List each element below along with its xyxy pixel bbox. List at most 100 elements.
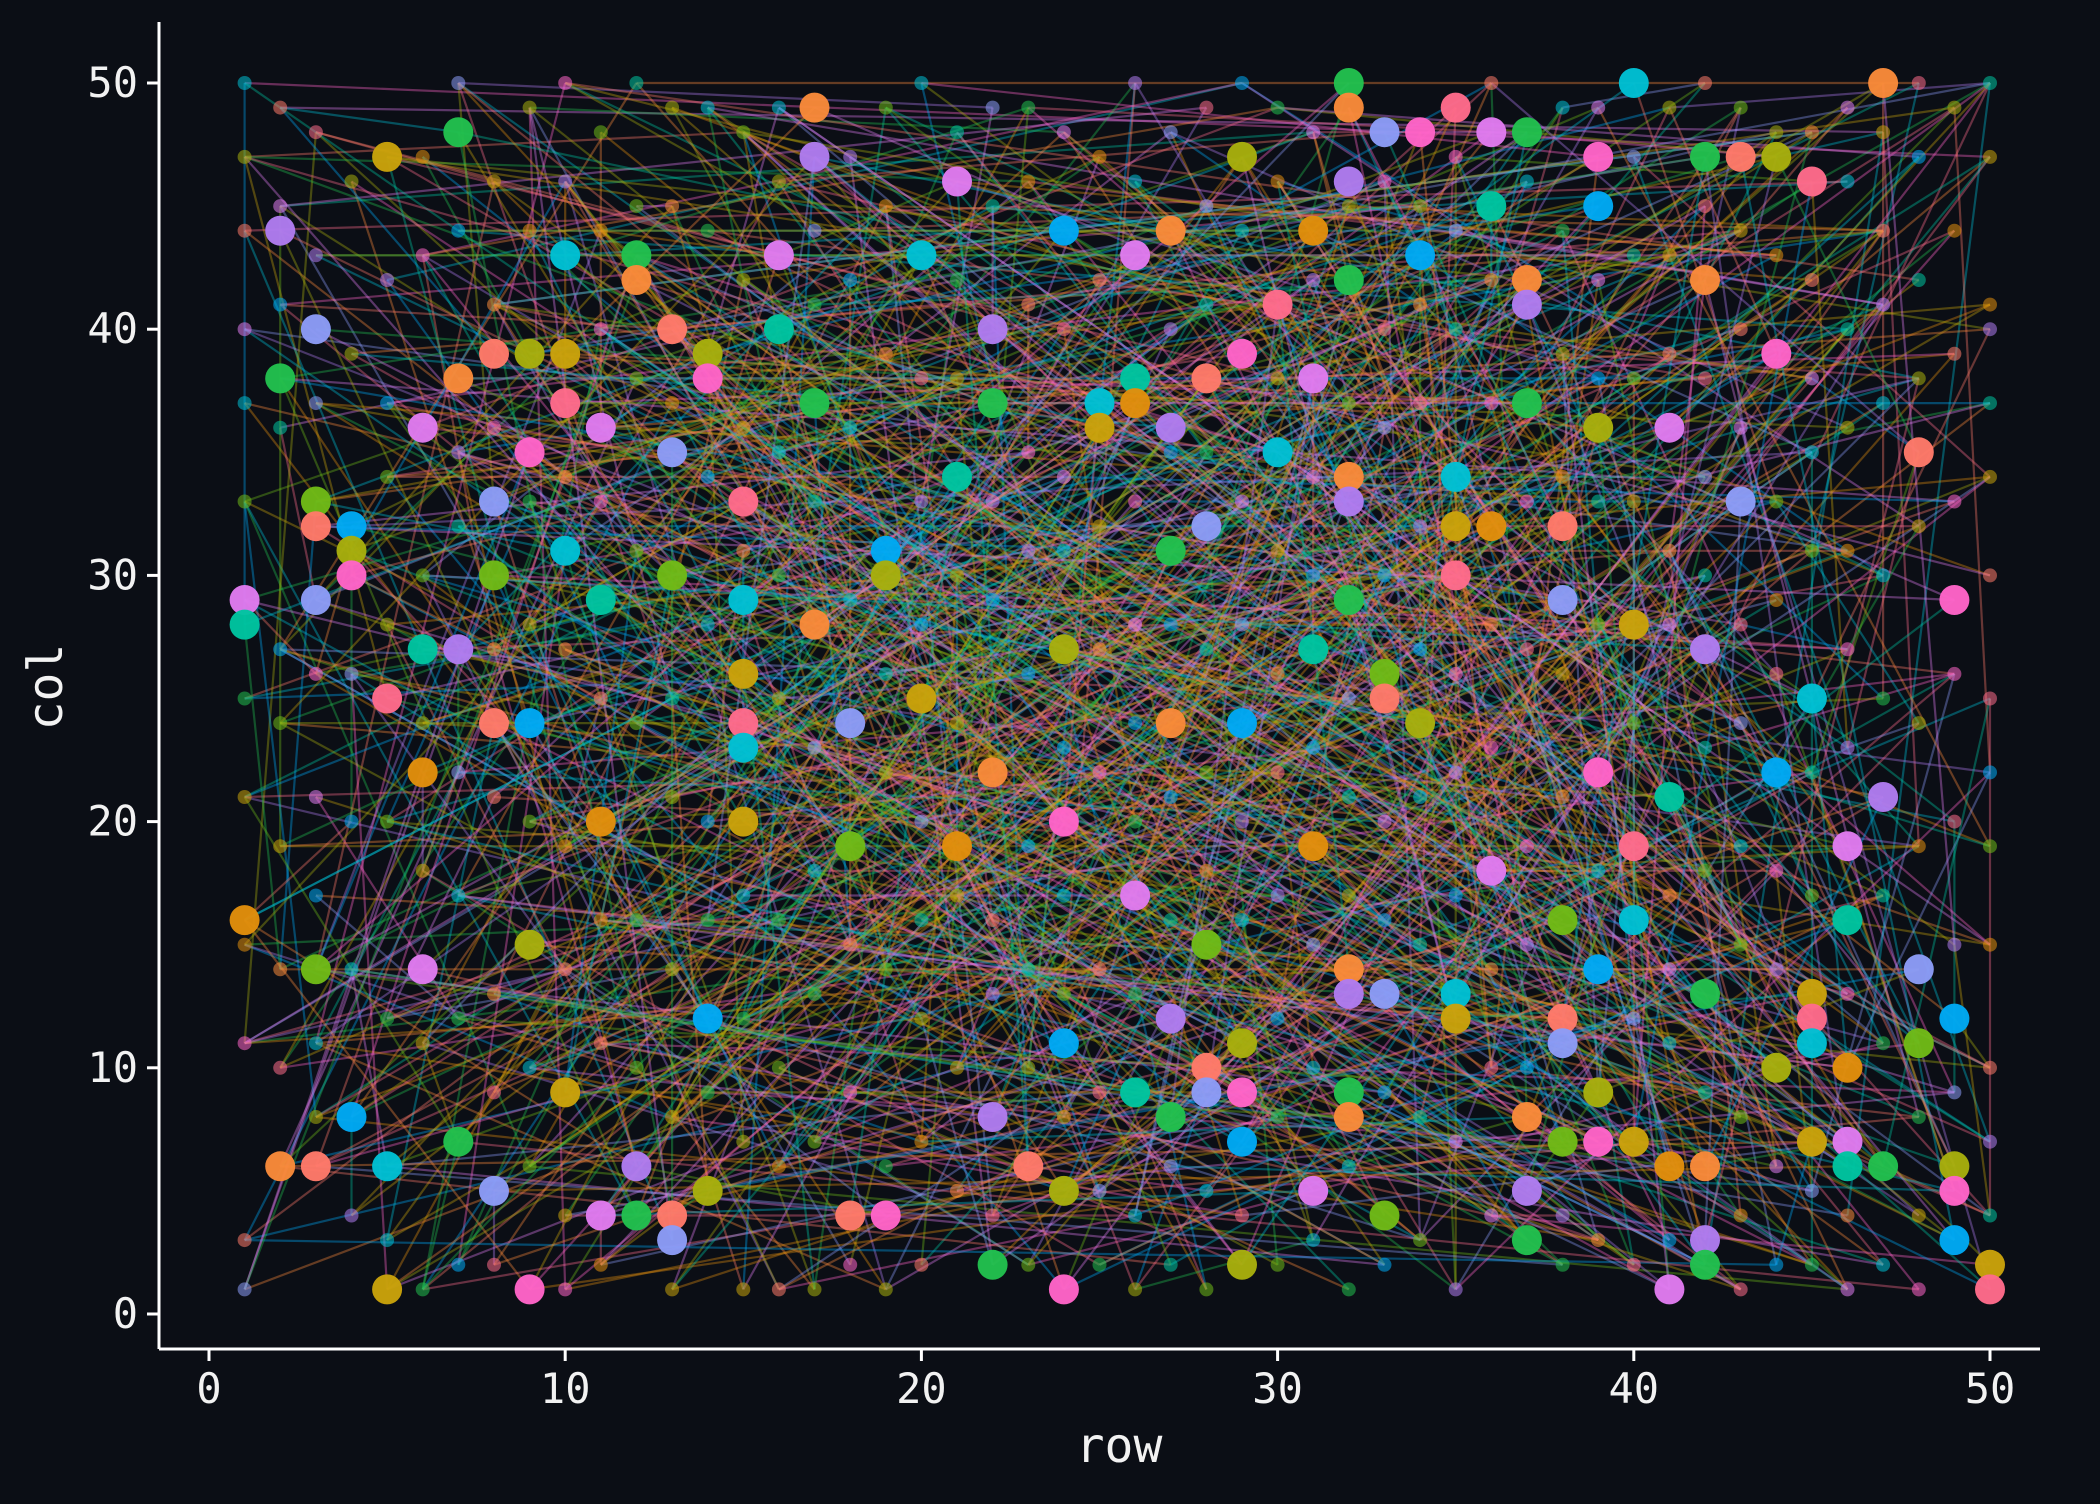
connector-line: [386, 402, 1208, 1069]
highlighted-point: [870, 535, 901, 566]
connector-line: [1027, 180, 1920, 1291]
connector-line: [279, 648, 1065, 897]
connector-line: [1775, 500, 1920, 724]
connector-line: [1063, 648, 1848, 848]
connector-line: [956, 230, 1243, 724]
background-point: [487, 986, 501, 1001]
background-point: [1519, 494, 1534, 509]
highlighted-point: [1333, 1077, 1364, 1108]
connector-line: [920, 279, 1706, 823]
connector-line: [457, 1017, 709, 1094]
connector-line: [600, 229, 1884, 1168]
highlighted-point: [1547, 1003, 1578, 1034]
connector-line: [920, 82, 1208, 1290]
connector-line: [1668, 279, 1707, 551]
highlighted-point: [1440, 461, 1471, 492]
background-point: [593, 1036, 608, 1051]
connector-line: [742, 722, 1813, 1266]
connector-line: [1205, 648, 1315, 774]
connector-line: [1241, 107, 1600, 724]
connector-line: [529, 106, 1064, 134]
connector-line: [350, 254, 638, 1118]
connector-line: [243, 132, 317, 1044]
highlighted-point: [550, 535, 581, 566]
connector-line: [350, 574, 1457, 1143]
highlighted-point: [550, 388, 581, 419]
connector-line: [742, 279, 1065, 478]
connector-line: [564, 205, 1207, 478]
connector-line: [386, 623, 1564, 1266]
connector-line: [1561, 1214, 1599, 1242]
connector-line: [458, 229, 1884, 454]
connector-line: [280, 106, 459, 134]
connector-line: [315, 328, 958, 380]
background-point: [273, 420, 288, 435]
highlighted-point: [942, 461, 972, 492]
background-point: [1733, 617, 1748, 632]
highlighted-point: [1120, 240, 1151, 271]
connector-line: [351, 278, 1492, 577]
y-axis-label: col: [18, 644, 74, 731]
background-point: [1128, 814, 1143, 829]
background-point: [1128, 1282, 1143, 1297]
background-point: [950, 1183, 964, 1198]
connector-line: [671, 698, 709, 1191]
connector-line: [743, 525, 1563, 749]
background-point: [736, 888, 751, 903]
background-point: [1163, 913, 1178, 928]
connector-line: [386, 697, 1706, 995]
connector-line: [493, 500, 1563, 799]
connector-line: [742, 131, 1778, 1069]
connector-line: [885, 968, 1599, 1168]
highlighted-point: [799, 609, 830, 640]
connector-line: [600, 1115, 1278, 1266]
connector-line: [742, 426, 1457, 675]
connector-line: [1028, 180, 1634, 257]
highlighted-point: [1583, 1126, 1614, 1157]
background-point: [1876, 125, 1891, 140]
connector-line: [849, 427, 1030, 970]
background-point: [1698, 1085, 1712, 1100]
background-point: [522, 100, 537, 115]
connector-line: [1348, 205, 1884, 232]
connector-line: [564, 845, 1706, 1094]
highlighted-point: [479, 560, 509, 591]
connector-line: [1810, 181, 1849, 748]
highlighted-point: [1939, 1003, 1970, 1034]
background-point: [1769, 1257, 1784, 1272]
background-point: [1519, 1060, 1534, 1075]
background-point: [807, 863, 822, 878]
highlighted-point: [1903, 1028, 1934, 1059]
connector-line: [778, 1066, 1243, 1266]
connector-line: [599, 550, 1030, 1217]
highlighted-point: [657, 560, 688, 591]
highlighted-point: [1868, 1151, 1899, 1182]
background-point: [736, 125, 751, 140]
background-point: [1626, 494, 1641, 509]
connector-line: [528, 451, 1350, 1291]
background-point: [1448, 223, 1463, 238]
connector-line: [778, 377, 1279, 921]
highlighted-point: [1048, 1274, 1079, 1305]
background-point: [1662, 888, 1677, 903]
connector-line: [1846, 82, 1992, 1216]
highlighted-point: [1048, 806, 1079, 837]
background-point: [950, 1060, 964, 1075]
connector-line: [1276, 106, 1849, 774]
connector-line: [1347, 181, 1635, 1019]
connector-line: [422, 722, 1670, 799]
connector-line: [1348, 992, 1456, 1020]
highlighted-point: [1262, 289, 1293, 320]
connector-line: [814, 205, 1421, 232]
highlighted-point: [1654, 1151, 1685, 1182]
background-point: [1128, 986, 1143, 1001]
background-point: [771, 100, 786, 115]
highlighted-point: [942, 166, 972, 197]
highlighted-point: [1120, 1077, 1151, 1108]
connector-line: [706, 353, 745, 1142]
highlighted-point: [1048, 1175, 1079, 1206]
background-point: [1021, 100, 1036, 115]
connector-line: [1276, 180, 1778, 970]
background-point: [1413, 642, 1428, 657]
background-point: [415, 568, 430, 583]
